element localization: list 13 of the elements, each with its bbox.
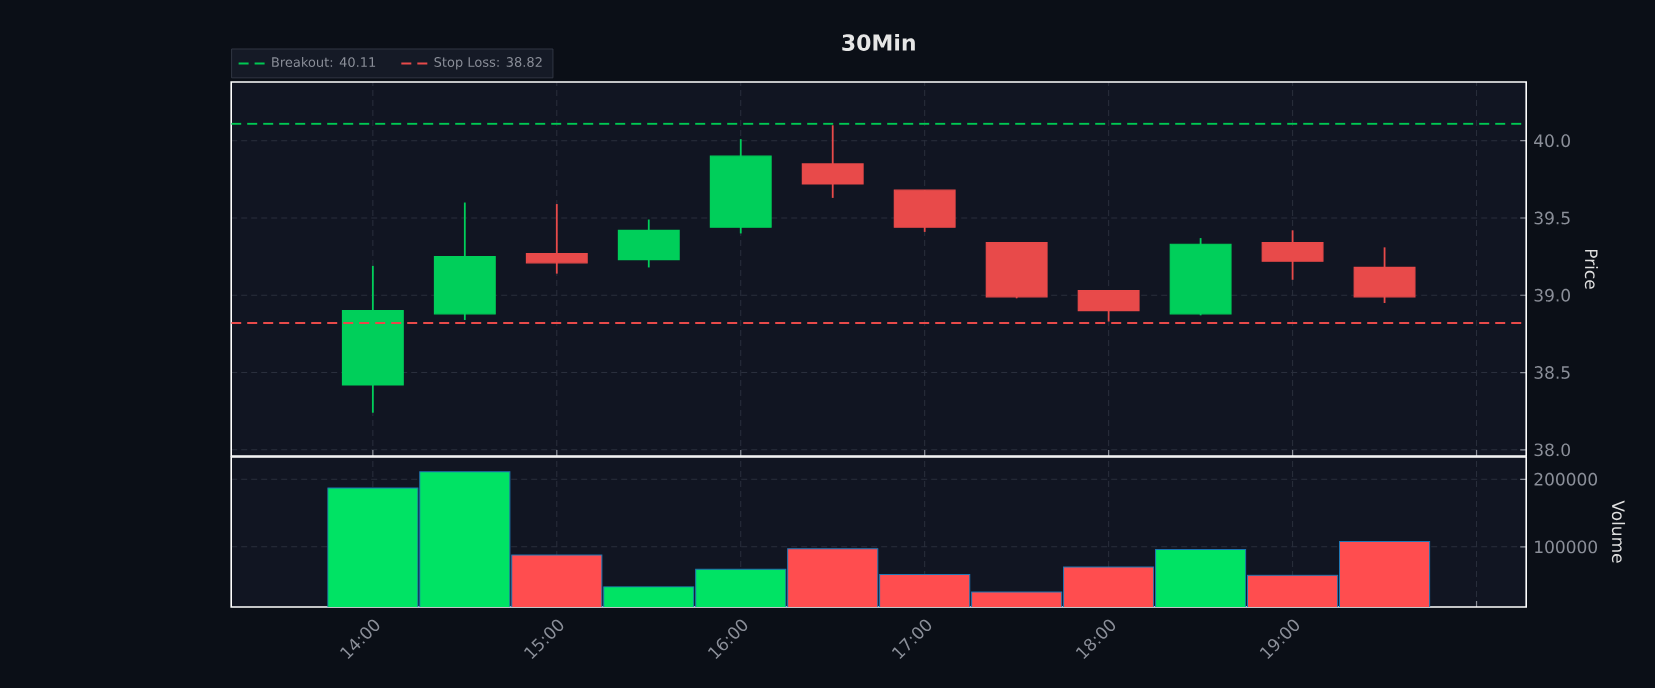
y-tick-label: 40.0 — [1534, 134, 1570, 148]
y-axis-title: Volume — [1611, 500, 1626, 563]
y-tick-label: 38.5 — [1534, 366, 1570, 379]
y-tick-label: 39.0 — [1534, 288, 1570, 302]
legend-label: Breakout: 40.11 — [272, 56, 376, 68]
chart-title: 30Min — [842, 33, 915, 51]
y-tick-label: 200000 — [1534, 472, 1598, 486]
y-axis-title: Price — [1584, 249, 1599, 289]
legend-label: Stop Loss: 38.82 — [434, 57, 542, 70]
candlestick — [525, 203, 588, 275]
y-tick-label: 38.0 — [1534, 443, 1570, 457]
y-tick-label: 100000 — [1535, 540, 1598, 554]
y-tick-label: 39.5 — [1534, 211, 1570, 225]
